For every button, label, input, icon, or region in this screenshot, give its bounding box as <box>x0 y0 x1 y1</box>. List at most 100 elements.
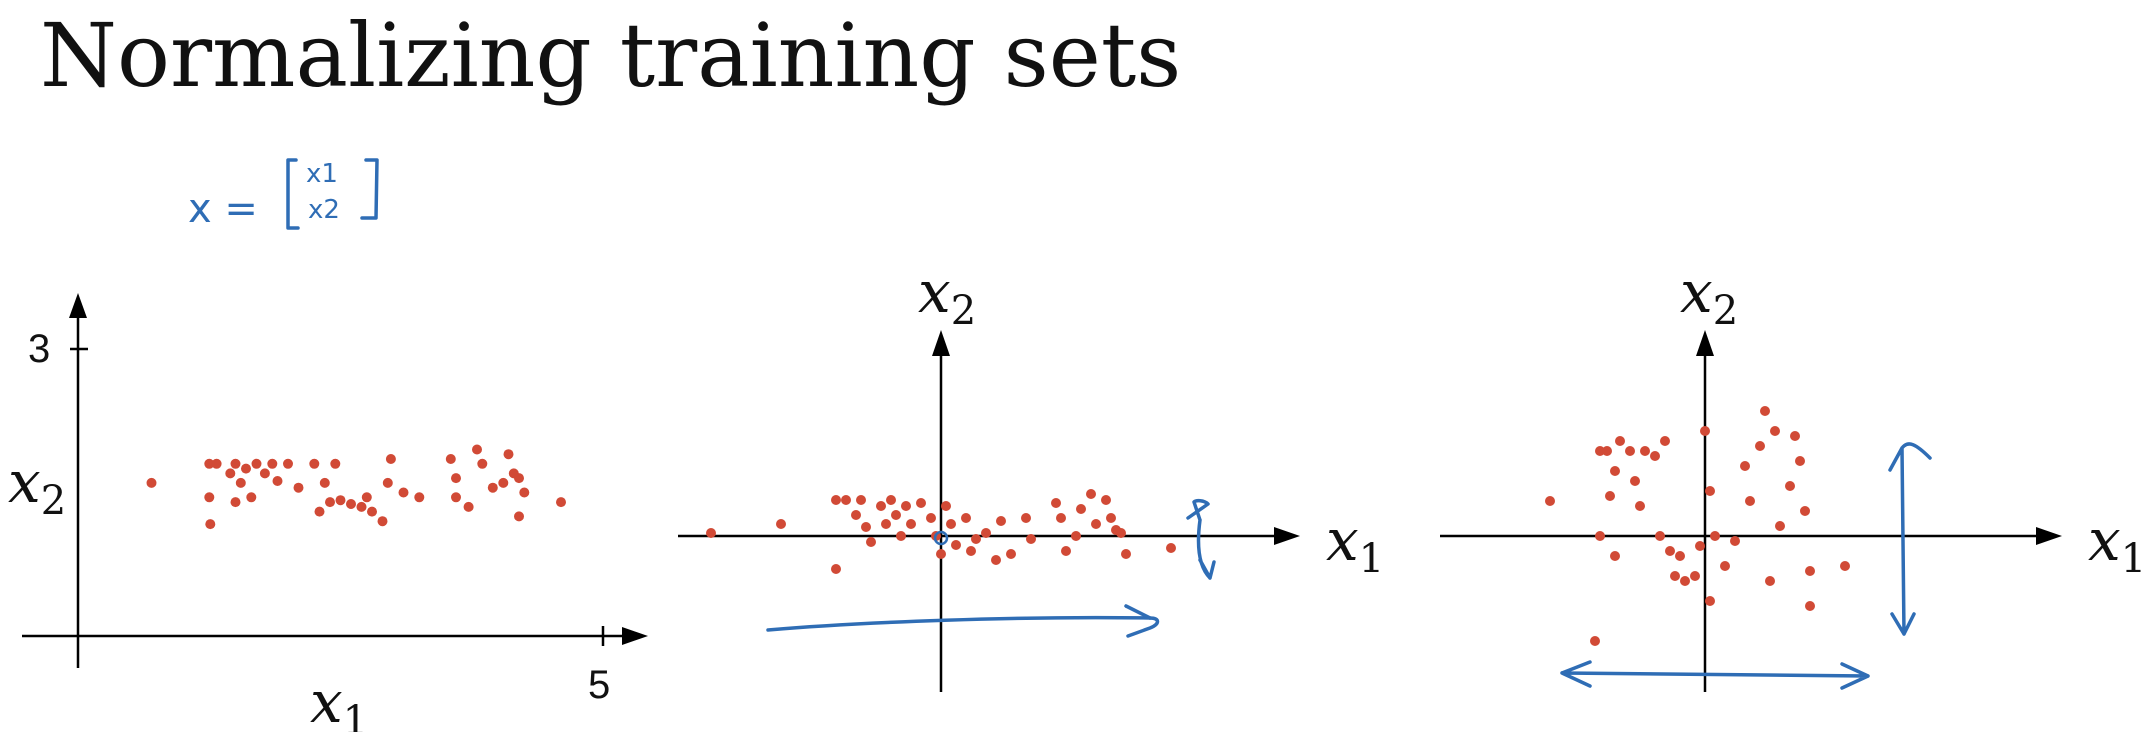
p3-data-point <box>1675 551 1685 561</box>
p3-data-point <box>1695 541 1705 551</box>
p1-data-point <box>235 477 246 488</box>
p1-data-point <box>498 477 509 488</box>
p2-data-point <box>896 531 906 541</box>
p1-data-point <box>146 477 157 488</box>
p3-data-point <box>1680 576 1690 586</box>
p1-data-point <box>225 468 236 479</box>
p3-data-point <box>1730 536 1740 546</box>
p2-data-point <box>1101 495 1111 505</box>
p2-data-point <box>1076 504 1086 514</box>
p1-x-axis-arrowhead <box>622 627 648 645</box>
p2-data-point <box>841 495 851 505</box>
p3-data-point <box>1690 571 1700 581</box>
p2-data-point <box>971 534 981 544</box>
p1-data-point <box>325 497 335 508</box>
p1-data-point <box>246 492 257 503</box>
p2-origin-marker <box>933 530 949 546</box>
p1-data-point <box>241 463 251 474</box>
normalized-variance-scatter-panel: x2 x1 <box>1440 258 2146 692</box>
p2-data-point <box>886 495 896 505</box>
p3-data-point <box>1595 446 1605 456</box>
p2-data-point <box>946 519 956 529</box>
p3-vertical-range-arrow <box>1888 442 1932 636</box>
p1-y-axis-label: x2 <box>8 448 66 524</box>
p2-data-point <box>861 522 871 532</box>
p3-data-point <box>1765 576 1775 586</box>
p2-data-point <box>876 501 886 511</box>
p1-data-point <box>398 487 409 498</box>
p1-data-point <box>204 458 215 469</box>
p3-data-point <box>1670 571 1680 581</box>
zero-mean-scatter-panel: x2 x1 <box>678 258 1384 692</box>
p2-narrow-range-arrow <box>1186 498 1216 580</box>
p2-points <box>706 489 1176 574</box>
p3-data-point <box>1805 601 1815 611</box>
p3-data-point <box>1790 431 1800 441</box>
p2-data-point <box>981 528 991 538</box>
p3-y-axis-label: x2 <box>1680 258 1738 334</box>
left-bracket <box>286 158 300 230</box>
p2-data-point <box>851 510 861 520</box>
p1-data-point <box>204 492 215 503</box>
p2-data-point <box>991 555 1001 565</box>
p2-data-point <box>831 495 841 505</box>
p1-data-point <box>356 501 367 512</box>
p2-data-point <box>926 513 936 523</box>
p1-data-point <box>503 449 514 460</box>
p1-data-point <box>514 511 524 522</box>
p2-data-point <box>1006 549 1016 559</box>
p2-data-point <box>776 519 786 529</box>
p1-data-point <box>487 482 498 493</box>
p1-points <box>146 444 566 530</box>
p2-data-point <box>1166 543 1176 553</box>
p2-data-point <box>706 528 716 538</box>
p1-data-point <box>205 519 216 530</box>
p2-data-point <box>1051 498 1061 508</box>
p1-data-point <box>382 477 393 488</box>
p3-horizontal-range-arrow <box>1560 660 1870 690</box>
p2-data-point <box>961 513 971 523</box>
p2-data-point <box>951 540 961 550</box>
p1-y-axis-arrowhead <box>69 293 87 318</box>
p1-data-point <box>472 444 482 455</box>
p3-data-point <box>1605 491 1615 501</box>
p1-data-point <box>451 473 461 484</box>
p2-data-point <box>831 564 841 574</box>
p1-data-point <box>514 473 524 484</box>
p1-data-point <box>309 458 320 469</box>
p1-data-point <box>251 458 262 469</box>
p2-y-axis-label: x2 <box>918 258 976 334</box>
p3-data-point <box>1760 406 1770 416</box>
p1-data-point <box>445 454 456 464</box>
p2-data-point <box>1121 549 1131 559</box>
p2-data-point <box>1056 513 1066 523</box>
p1-data-point <box>319 477 330 488</box>
p1-data-point <box>451 492 461 503</box>
p1-data-point <box>314 506 325 517</box>
p2-data-point <box>1021 513 1031 523</box>
p3-x-axis-arrowhead <box>2036 527 2062 545</box>
p1-data-point <box>230 458 241 469</box>
annotation-lhs: x = <box>188 186 258 232</box>
p2-x-axis-arrowhead <box>1274 527 1300 545</box>
p2-data-point <box>916 498 926 508</box>
p1-x-axis-label: x1 <box>310 668 368 732</box>
p3-data-point <box>1740 461 1750 471</box>
p2-data-point <box>941 501 951 511</box>
p2-wide-range-arrowhead <box>1124 604 1152 620</box>
p3-data-point <box>1795 456 1805 466</box>
p3-data-point <box>1800 506 1810 516</box>
p1-data-point <box>211 458 222 469</box>
p2-data-point <box>891 510 901 520</box>
p1-data-point <box>272 476 283 486</box>
p3-data-point <box>1665 546 1675 556</box>
p3-data-point <box>1625 446 1635 456</box>
p1-data-point <box>361 492 372 503</box>
p3-x-axis-label: x1 <box>2088 506 2146 582</box>
p3-data-point <box>1640 446 1650 456</box>
p2-wide-range-arrow <box>766 615 1160 638</box>
p3-data-point <box>1602 446 1612 456</box>
p1-x-tick-label: 5 <box>588 663 610 707</box>
p2-data-point <box>856 495 866 505</box>
p2-data-point <box>1091 519 1101 529</box>
